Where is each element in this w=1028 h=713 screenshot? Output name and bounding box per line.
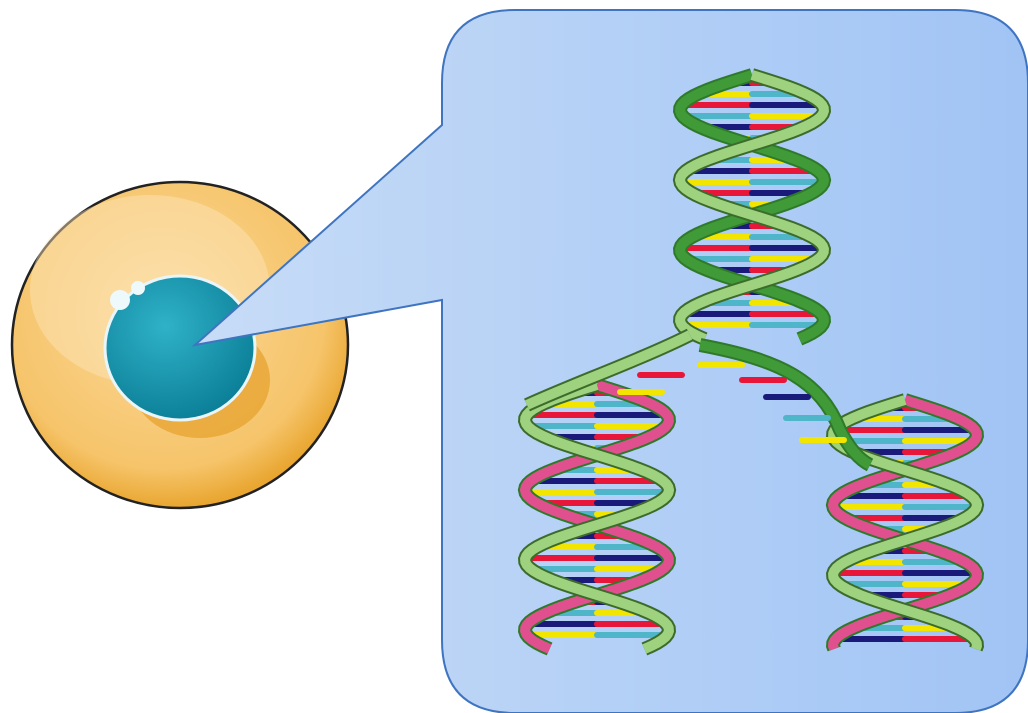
illustration <box>0 0 1028 713</box>
nucleolus <box>131 281 145 295</box>
page: (() => { const svg = document.getElement… <box>0 0 1028 713</box>
nucleolus <box>110 290 130 310</box>
